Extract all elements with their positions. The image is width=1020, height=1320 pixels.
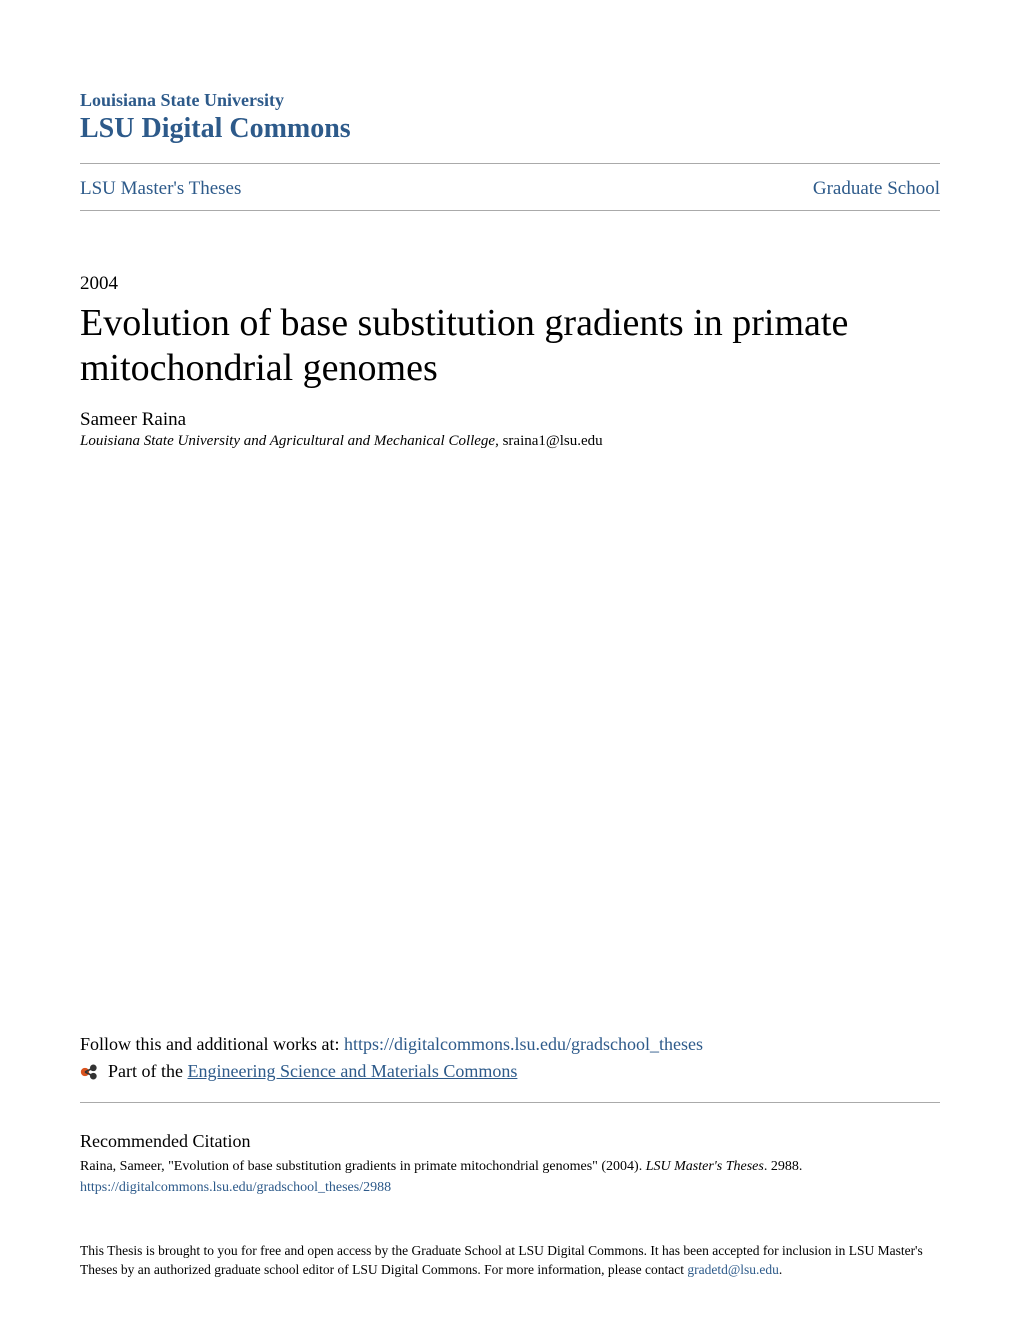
publication-year: 2004 [80,273,940,295]
repository-name: LSU Digital Commons [80,113,940,145]
network-commons-icon [80,1062,100,1082]
citation-text-after: . 2988. [764,1159,803,1174]
access-statement: This Thesis is brought to you for free a… [80,1242,940,1280]
repository-header: Louisiana State University LSU Digital C… [80,90,940,145]
divider [80,1102,940,1103]
permalink[interactable]: https://digitalcommons.lsu.edu/gradschoo… [80,1179,940,1198]
spacer [80,450,940,1035]
footer-suffix: . [779,1262,782,1277]
part-of-row: Part of the Engineering Science and Mate… [80,1061,940,1082]
document-title: Evolution of base substitution gradients… [80,301,940,391]
footer-text: This Thesis is brought to you for free a… [80,1243,923,1277]
discipline-link[interactable]: Engineering Science and Materials Common… [187,1061,517,1081]
citation-series: LSU Master's Theses [646,1159,764,1174]
recommended-citation: Raina, Sameer, "Evolution of base substi… [80,1158,940,1198]
collection-link[interactable]: LSU Master's Theses [80,178,241,200]
author-affiliation: Louisiana State University and Agricultu… [80,433,940,450]
affiliation-institution: Louisiana State University and Agricultu… [80,433,495,449]
citation-text-before: Raina, Sameer, "Evolution of base substi… [80,1159,646,1174]
institution-name: Louisiana State University [80,90,940,111]
affiliation-separator: , [495,433,503,449]
community-link[interactable]: Graduate School [813,178,940,200]
author-name: Sameer Raina [80,409,940,431]
follow-prefix: Follow this and additional works at: [80,1034,344,1054]
partof-text: Part of the Engineering Science and Mate… [108,1061,517,1082]
divider [80,210,940,211]
partof-prefix: Part of the [108,1061,187,1081]
collection-url-link[interactable]: https://digitalcommons.lsu.edu/gradschoo… [344,1034,703,1054]
citation-heading: Recommended Citation [80,1131,940,1152]
divider [80,163,940,164]
follow-works: Follow this and additional works at: htt… [80,1034,940,1055]
affiliation-email: sraina1@lsu.edu [503,433,603,449]
contact-email-link[interactable]: gradetd@lsu.edu [687,1262,779,1277]
breadcrumb: LSU Master's Theses Graduate School [80,178,940,200]
document-page: Louisiana State University LSU Digital C… [0,0,1020,1320]
